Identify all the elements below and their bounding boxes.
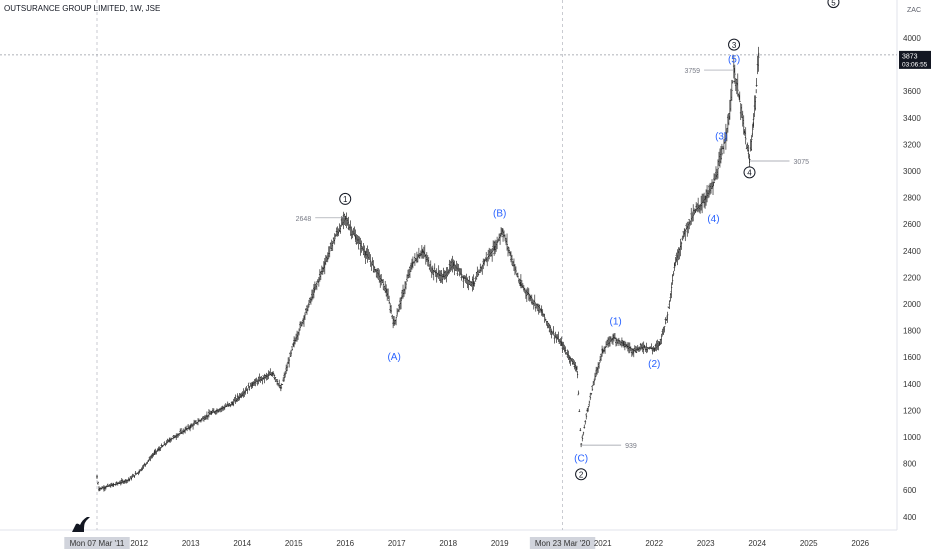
y-tick-label: 600 xyxy=(903,486,917,495)
y-tick-label: 1000 xyxy=(903,433,921,442)
x-tick-label: 2016 xyxy=(336,539,354,548)
y-tick-label: 400 xyxy=(903,513,917,522)
x-tick-label: 2025 xyxy=(800,539,818,548)
tradingview-logo-icon xyxy=(72,517,90,532)
x-tick-label: 2019 xyxy=(491,539,509,548)
x-tick-label: 2014 xyxy=(233,539,251,548)
y-tick-label: 800 xyxy=(903,460,917,469)
wave-label: 3 xyxy=(732,41,737,50)
x-tick-label: 2023 xyxy=(697,539,715,548)
wave-label: (4) xyxy=(707,214,719,225)
x-tick-label: 2024 xyxy=(748,539,766,548)
x-tick-label: 2017 xyxy=(388,539,406,548)
x-tick-label: 2021 xyxy=(594,539,612,548)
x-tick-label: 2018 xyxy=(439,539,457,548)
wave-label: (A) xyxy=(387,352,400,363)
x-tick-label: Mon 07 Mar '11 xyxy=(70,539,125,548)
x-tick-label: Mon 23 Mar '20 xyxy=(535,539,591,548)
y-tick-label: 1200 xyxy=(903,406,921,415)
time-highlight-tag xyxy=(529,537,596,549)
wave-label: (1) xyxy=(609,316,621,327)
price-level-label: 939 xyxy=(625,443,637,450)
wave-label-circle xyxy=(728,38,741,51)
wave-label: 4 xyxy=(747,169,752,178)
y-tick-label: 2800 xyxy=(903,194,921,203)
x-tick-label: 2013 xyxy=(182,539,200,548)
current-price-value: 3873 xyxy=(902,53,918,60)
y-tick-label: 2600 xyxy=(903,220,921,229)
wave-label: (C) xyxy=(574,453,588,464)
price-level-label: 3759 xyxy=(684,68,700,75)
wave-label-circle xyxy=(339,192,352,205)
wave-label: 2 xyxy=(579,470,584,479)
y-tick-label: 2200 xyxy=(903,273,921,282)
wave-label-circle xyxy=(827,0,840,9)
y-tick-label: 1400 xyxy=(903,380,921,389)
current-price-tag xyxy=(899,50,931,69)
y-tick-label: 1800 xyxy=(903,327,921,336)
price-level-label: 3075 xyxy=(794,159,810,166)
wave-label: (2) xyxy=(648,359,660,370)
wave-label-circle xyxy=(575,468,588,481)
time-highlight-tag xyxy=(64,537,130,549)
y-tick-label: 4000 xyxy=(903,34,921,43)
y-tick-label: 3400 xyxy=(903,114,921,123)
y-tick-label: 3200 xyxy=(903,140,921,149)
y-tick-label: 2000 xyxy=(903,300,921,309)
price-level-label: 2648 xyxy=(296,216,312,223)
wave-label: (3) xyxy=(715,131,727,142)
x-tick-label: 2022 xyxy=(645,539,663,548)
currency-label: ZAC xyxy=(907,7,921,14)
wave-label-circle xyxy=(743,166,756,179)
wave-label: (B) xyxy=(493,209,506,220)
chart-title: OUTSURANCE GROUP LIMITED, 1W, JSE xyxy=(4,4,160,13)
x-tick-label: 2012 xyxy=(130,539,148,548)
bar-countdown: 03:06:55 xyxy=(902,61,928,68)
wave-label: (5) xyxy=(728,54,740,65)
y-tick-label: 3000 xyxy=(903,167,921,176)
y-tick-label: 2400 xyxy=(903,247,921,256)
wave-label: 1 xyxy=(343,195,348,204)
x-tick-label: 2026 xyxy=(851,539,869,548)
x-tick-label: 2015 xyxy=(285,539,303,548)
wave-label: 5 xyxy=(831,0,836,7)
y-tick-label: 3600 xyxy=(903,87,921,96)
y-tick-label: 1600 xyxy=(903,353,921,362)
